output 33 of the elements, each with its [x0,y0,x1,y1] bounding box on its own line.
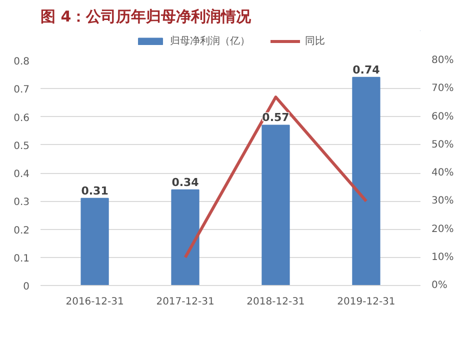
y2-tick-label: 40% [432,168,454,178]
data-label: 0.57 [262,111,290,124]
legend-label: 同比 [305,34,325,48]
data-label: 0.34 [172,176,200,189]
y2-tick-label: 80% [432,55,454,66]
data-label: 0.31 [81,184,108,198]
x-tick-label: 2018-12-31 [246,296,305,308]
legend-label: 归母净利润（亿） [170,34,250,48]
bar [171,189,200,286]
x-tick-label: 2019-12-31 [337,296,396,308]
y-tick-label: 0.7 [14,84,30,96]
y2-tick-label: 20% [432,224,454,235]
y2-tick-label: 30% [432,196,454,207]
y-tick-label: 0.2 [14,225,30,236]
x-tick-label: 2017-12-31 [156,296,214,308]
x-tick-label: 2016-12-31 [66,296,124,308]
y-tick-label: 0.5 [14,140,30,152]
bar [262,124,290,286]
chart-title: 图 4：公司历年归母净利润情况 [40,8,252,26]
y-tick-label: 0.4 [14,169,30,180]
y-tick-label: 0.6 [14,112,30,124]
y-tick-label: 0.1 [14,253,30,264]
y-tick-label: 0 [23,282,30,292]
y2-tick-label: 0% [432,280,448,291]
y2-tick-label: 10% [432,252,454,263]
y2-tick-label: 50% [432,139,454,150]
bar [80,198,109,286]
y-tick-label: 0.3 [14,197,30,208]
y2-tick-label: 70% [432,83,454,94]
data-label: 0.74 [352,63,380,76]
y-tick-label: 0.8 [14,56,30,68]
bar [352,76,380,286]
y2-tick-label: 60% [432,111,454,122]
